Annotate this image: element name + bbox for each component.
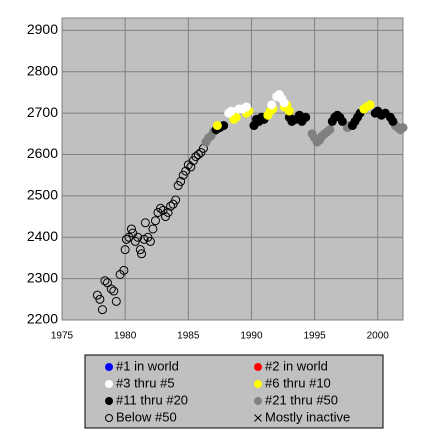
data-point xyxy=(388,116,398,126)
y-tick-label: 2900 xyxy=(27,21,58,37)
x-tick-label: 1980 xyxy=(114,331,137,342)
data-point xyxy=(97,305,107,315)
legend-marker xyxy=(105,397,113,405)
plot-area xyxy=(61,17,404,321)
legend-marker xyxy=(254,380,262,388)
data-point xyxy=(95,294,105,304)
data-point xyxy=(171,195,181,205)
data-point xyxy=(150,216,160,226)
data-point xyxy=(133,232,143,242)
data-point xyxy=(186,162,196,172)
x-tick-label: 1975 xyxy=(51,331,74,342)
legend-label: #2 in world xyxy=(265,358,328,373)
legend-label: #21 thru #50 xyxy=(265,392,338,407)
data-point xyxy=(193,150,203,160)
data-point xyxy=(163,207,173,217)
y-tick-label: 2200 xyxy=(27,311,58,327)
legend-marker xyxy=(254,414,262,422)
legend-label: Mostly inactive xyxy=(265,409,350,424)
y-tick-label: 2300 xyxy=(27,269,58,285)
legend-label: Below #50 xyxy=(116,409,177,424)
data-point xyxy=(267,100,277,110)
data-point xyxy=(241,102,251,112)
data-point xyxy=(398,123,408,133)
legend-marker xyxy=(254,363,262,371)
data-point xyxy=(109,286,119,296)
legend-marker xyxy=(105,363,113,371)
data-point xyxy=(156,203,166,213)
data-point xyxy=(135,245,145,255)
x-tick-label: 2000 xyxy=(367,331,390,342)
data-point xyxy=(126,224,136,234)
y-tick-label: 2400 xyxy=(27,228,58,244)
data-point xyxy=(106,284,116,294)
data-point xyxy=(212,121,222,131)
data-point xyxy=(279,98,289,108)
y-tick-label: 2500 xyxy=(27,187,58,203)
legend-label: #6 thru #10 xyxy=(265,375,331,390)
y-tick-label: 2600 xyxy=(27,145,58,161)
data-point xyxy=(119,265,129,275)
legend-label: #11 thru #20 xyxy=(116,392,188,407)
data-point xyxy=(121,234,131,244)
data-point xyxy=(166,201,176,211)
data-point xyxy=(140,218,150,228)
legend-marker xyxy=(105,380,113,388)
data-point xyxy=(158,205,168,215)
data-point xyxy=(176,176,186,186)
data-point xyxy=(145,236,155,246)
x-tick-label: 1990 xyxy=(240,331,263,342)
legend-label: #1 in world xyxy=(116,358,179,373)
legend-label: #3 thru #5 xyxy=(116,375,175,390)
data-point xyxy=(226,106,236,116)
data-point xyxy=(365,100,375,110)
legend-marker xyxy=(254,397,262,405)
x-tick-label: 1995 xyxy=(303,331,326,342)
legend-marker xyxy=(105,414,113,422)
y-tick-label: 2800 xyxy=(27,62,58,78)
data-point xyxy=(231,112,241,122)
data-point xyxy=(120,245,130,255)
data-point xyxy=(148,224,158,234)
data-point xyxy=(111,296,121,306)
data-point xyxy=(325,125,335,135)
data-point xyxy=(337,116,347,126)
data-point xyxy=(301,112,311,122)
data-point xyxy=(137,249,147,259)
data-point xyxy=(100,276,110,286)
legend-box xyxy=(84,354,384,429)
x-tick-label: 1985 xyxy=(177,331,200,342)
data-point xyxy=(284,106,294,116)
y-tick-label: 2700 xyxy=(27,104,58,120)
